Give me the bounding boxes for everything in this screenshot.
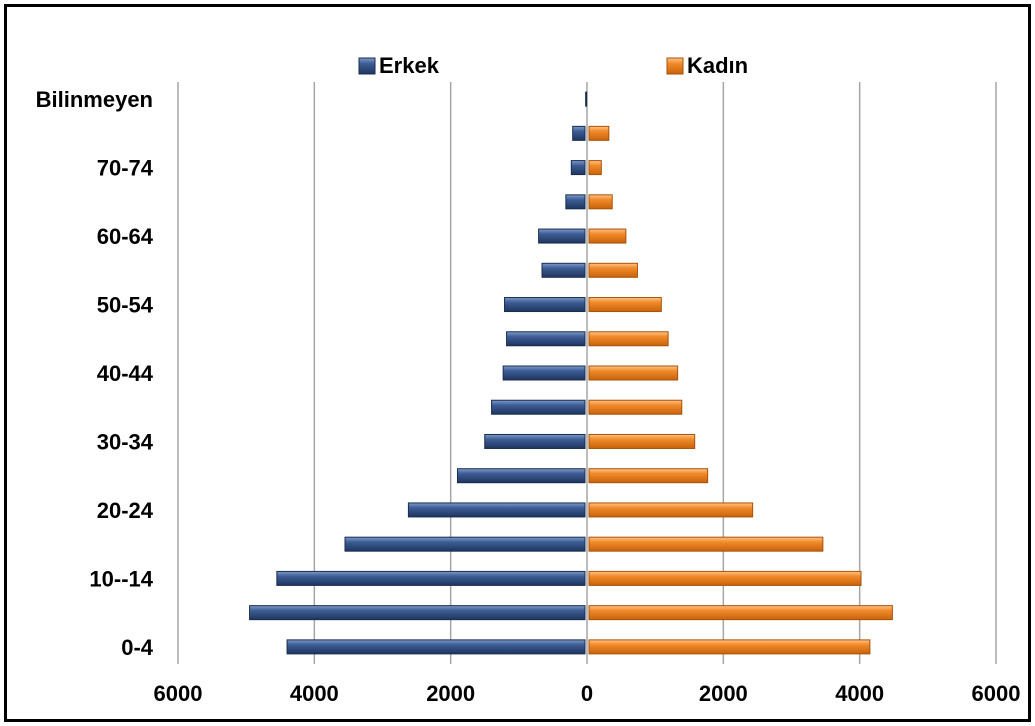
category-labels: 0-4 10--14 20-24 30-34 40-44 50-54 60-64 70-74 B…	[36, 87, 154, 660]
x-tick-label-3: 0	[581, 681, 593, 706]
bar-erkek-9	[506, 331, 586, 347]
bar-erkek-0	[286, 639, 586, 655]
legend-label-erkek: Erkek	[379, 53, 440, 78]
bar-erkek-1	[249, 605, 586, 621]
bar-erkek-16	[585, 91, 588, 107]
x-tick-label-0: 6000	[154, 681, 203, 706]
bar-kadin-6	[588, 433, 696, 449]
legend-swatch-erkek	[358, 57, 376, 75]
x-tick-label-2: 2000	[426, 681, 475, 706]
bar-kadin-4	[588, 502, 754, 518]
bar-kadin-15	[588, 125, 610, 141]
bar-erkek-4	[407, 502, 586, 518]
bar-erkek-14	[570, 160, 586, 176]
bar-kadin-5	[588, 468, 709, 484]
bar-kadin-12	[588, 228, 627, 244]
bar-erkek-13	[565, 194, 586, 210]
category-label-12: 60-64	[97, 224, 154, 249]
bars	[249, 91, 893, 655]
category-label-2: 10--14	[89, 566, 153, 591]
x-tick-label-6: 6000	[972, 681, 1021, 706]
category-label-4: 20-24	[97, 498, 154, 523]
x-tick-label-5: 4000	[835, 681, 884, 706]
legend: Erkek Kadın	[358, 53, 748, 78]
bar-erkek-6	[484, 433, 586, 449]
bar-kadin-11	[588, 262, 638, 278]
category-label-6: 30-34	[97, 429, 154, 454]
bar-erkek-2	[276, 570, 586, 586]
x-tick-label-4: 2000	[699, 681, 748, 706]
bar-erkek-7	[491, 399, 586, 415]
bar-kadin-0	[588, 639, 871, 655]
category-label-0: 0-4	[121, 635, 154, 660]
legend-label-kadin: Kadın	[687, 53, 748, 78]
bar-kadin-8	[588, 365, 679, 381]
bar-erkek-12	[538, 228, 586, 244]
category-label-16: Bilinmeyen	[36, 87, 153, 112]
chart-frame: 0-4 10--14 20-24 30-34 40-44 50-54 60-64 70-74 B…	[4, 4, 1031, 722]
bar-kadin-1	[588, 605, 893, 621]
category-label-10: 50-54	[97, 293, 154, 318]
bar-kadin-7	[588, 399, 683, 415]
x-axis-tick-labels: 6000 4000 2000 0 2000 4000 6000	[154, 681, 1021, 706]
bar-erkek-10	[504, 297, 586, 313]
bar-erkek-8	[502, 365, 586, 381]
bar-kadin-14	[588, 160, 602, 176]
bar-erkek-15	[572, 125, 586, 141]
category-label-8: 40-44	[97, 361, 154, 386]
bar-kadin-13	[588, 194, 613, 210]
bar-kadin-2	[588, 570, 862, 586]
gridlines	[177, 82, 997, 664]
population-pyramid-chart: 0-4 10--14 20-24 30-34 40-44 50-54 60-64 70-74 B…	[36, 53, 1021, 706]
bar-kadin-3	[588, 536, 824, 552]
bar-kadin-9	[588, 331, 669, 347]
bar-kadin-10	[588, 297, 662, 313]
x-tick-label-1: 4000	[290, 681, 339, 706]
bar-erkek-5	[456, 468, 586, 484]
bar-erkek-3	[344, 536, 586, 552]
bar-erkek-11	[541, 262, 586, 278]
category-label-14: 70-74	[97, 156, 154, 181]
legend-swatch-kadin	[666, 57, 684, 75]
